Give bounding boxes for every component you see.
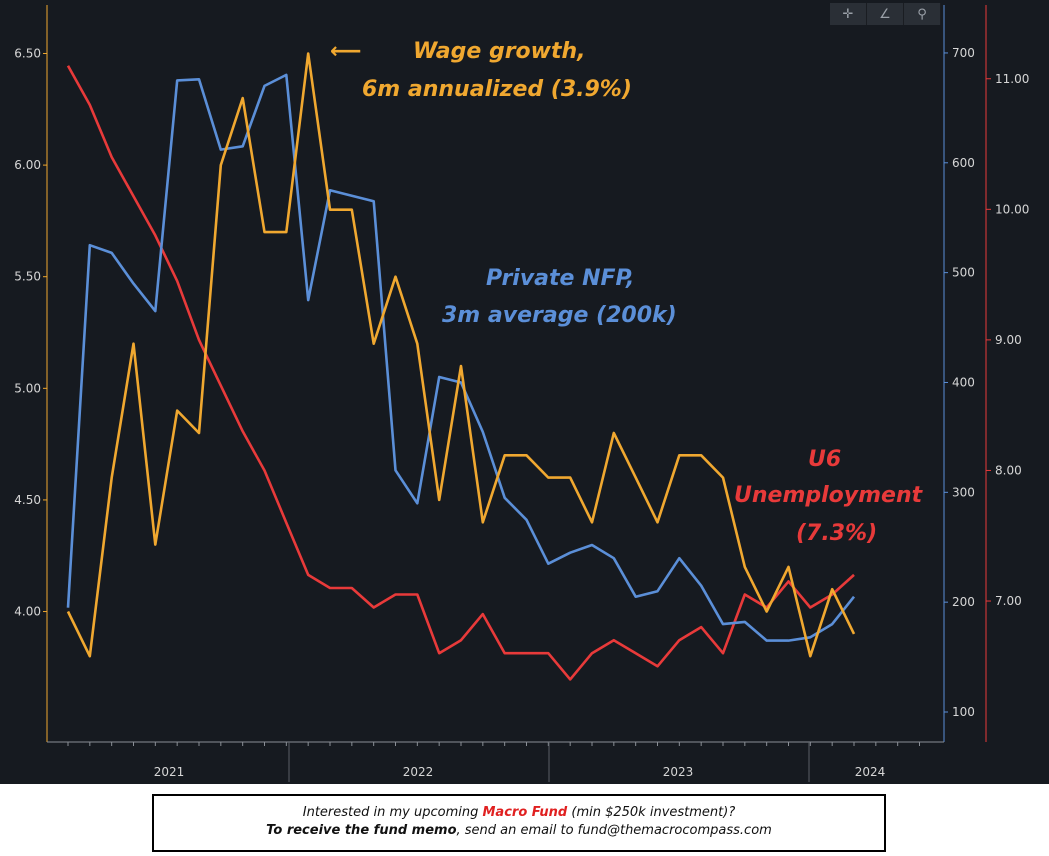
u6-tick-label: 9.00 <box>995 333 1022 347</box>
u6-label-line3: (7.3%) <box>796 521 877 546</box>
u6-tick-label: 8.00 <box>995 463 1022 477</box>
nfp-tick-label: 100 <box>952 705 975 719</box>
nfp-label-line1: Private NFP, <box>486 266 634 291</box>
footer-line2: To receive the fund memo, send an email … <box>154 823 884 838</box>
nfp-tick-label: 200 <box>952 595 975 609</box>
chart-toolbar: ✛ ∠ ⚲ <box>830 3 941 25</box>
wage-label-line1: Wage growth, <box>413 39 586 64</box>
left-tick-label: 5.00 <box>14 381 41 395</box>
footer-text-pre: Interested in my upcoming <box>302 805 483 820</box>
u6-tick-label: 10.00 <box>995 202 1029 216</box>
x-tick-label: 2024 <box>855 765 886 779</box>
nfp-tick-label: 700 <box>952 46 975 60</box>
macro-fund-highlight: Macro Fund <box>482 805 568 820</box>
wage-growth-line <box>66 52 856 658</box>
draw-icon[interactable]: ∠ <box>867 3 904 25</box>
private-nfp-line <box>66 73 856 642</box>
wage-arrow-icon: ⟵ <box>330 39 362 64</box>
nfp-tick-label: 500 <box>952 266 975 280</box>
chart-canvas: 6.50 6.00 5.50 5.00 4.50 4.00 700 600 500 400 300 2… <box>14 5 1029 782</box>
crosshair-icon[interactable]: ✛ <box>830 3 867 25</box>
x-tick-label: 2023 <box>663 765 694 779</box>
u6-tick-label: 7.00 <box>995 594 1022 608</box>
wage-label-line2: 6m annualized (3.9%) <box>362 77 632 102</box>
x-tick-label: 2021 <box>154 765 185 779</box>
left-tick-label: 4.50 <box>14 493 41 507</box>
nfp-tick-label: 600 <box>952 156 975 170</box>
tick-labels-layer: 6.50 6.00 5.50 5.00 4.50 4.00 700 600 500 400 300 2… <box>14 46 1029 779</box>
annotations: ⟵ Wage growth, 6m annualized (3.9%) Priv… <box>330 39 924 546</box>
footer-line1: Interested in my upcoming Macro Fund (mi… <box>154 805 884 820</box>
u6-label-line2: Unemployment <box>734 483 924 508</box>
u6-label-line1: U6 <box>808 447 841 472</box>
axes-layer <box>43 5 991 782</box>
footer-email-text: , send an email to fund@themacrocompass.… <box>456 823 772 838</box>
series-layer <box>66 52 856 681</box>
left-tick-label: 4.00 <box>14 605 41 619</box>
chart-panel: 6.50 6.00 5.50 5.00 4.50 4.00 700 600 500 400 300 2… <box>0 0 1049 784</box>
u6-tick-label: 11.00 <box>995 72 1029 86</box>
left-tick-label: 6.50 <box>14 46 41 60</box>
footer-text-post: (min $250k investment)? <box>567 805 736 820</box>
x-tick-label: 2022 <box>403 765 434 779</box>
left-tick-label: 5.50 <box>14 270 41 284</box>
zoom-icon[interactable]: ⚲ <box>904 3 941 25</box>
footer-box: Interested in my upcoming Macro Fund (mi… <box>152 794 886 852</box>
left-tick-label: 6.00 <box>14 158 41 172</box>
nfp-tick-label: 300 <box>952 485 975 499</box>
nfp-label-line2: 3m average (200k) <box>442 303 677 328</box>
nfp-tick-label: 400 <box>952 375 975 389</box>
footer-memo-bold: To receive the fund memo <box>266 823 457 838</box>
u6-unemployment-line <box>66 65 855 681</box>
